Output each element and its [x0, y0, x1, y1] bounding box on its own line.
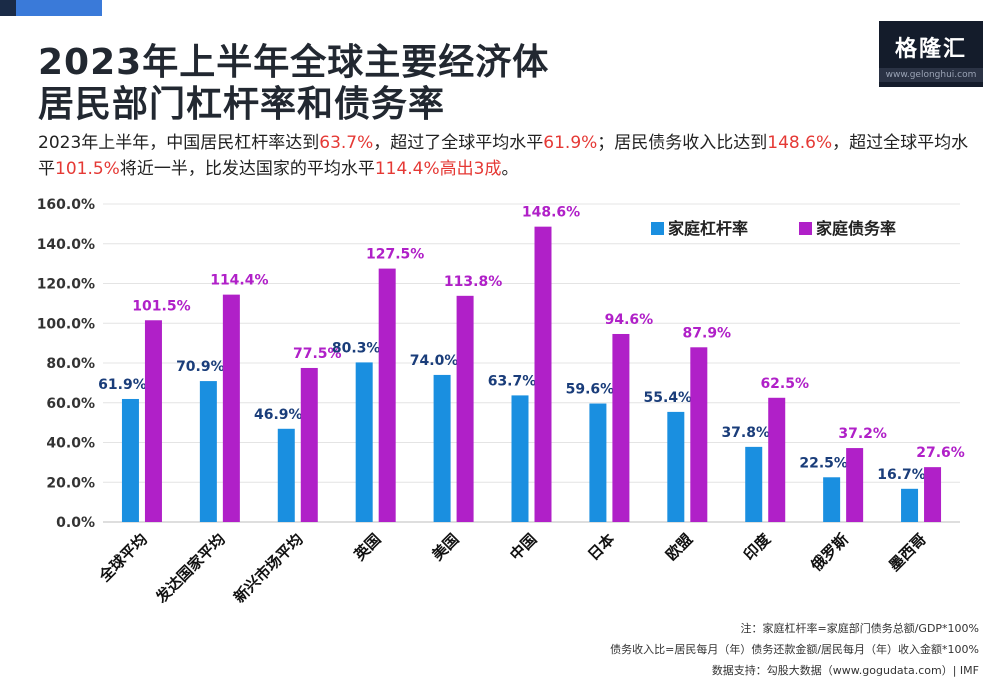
data-label: 16.7%: [877, 467, 926, 483]
legend-swatch: [799, 222, 812, 235]
page-title-line2: 居民部门杠杆率和债务率: [38, 84, 446, 125]
data-label: 87.9%: [683, 325, 732, 341]
bar-leverage: [433, 374, 451, 522]
bar-debt: [456, 295, 474, 522]
note-line-3: 数据支持：勾股大数据（www.gogudata.com）| IMF: [711, 664, 979, 677]
summary-highlight: 63.7%: [319, 133, 374, 153]
bar-debt: [690, 347, 708, 522]
x-tick-label: 英国: [351, 530, 385, 564]
data-label: 55.4%: [644, 390, 693, 406]
bar-debt: [222, 294, 240, 522]
y-tick-label: 100.0%: [37, 316, 95, 332]
bar-leverage: [589, 403, 607, 522]
summary-part: ，超过全球平均水平: [38, 133, 969, 179]
y-tick-label: 140.0%: [37, 237, 95, 253]
data-label: 37.2%: [838, 426, 887, 442]
logo-url: www.gelonghui.com: [879, 68, 983, 82]
bar-debt: [768, 397, 786, 522]
data-label: 37.8%: [721, 425, 770, 441]
data-label: 63.7%: [488, 373, 537, 389]
top-accent-bar: [16, 0, 102, 16]
data-label: 22.5%: [799, 455, 848, 471]
data-label: 62.5%: [760, 376, 809, 392]
data-label: 94.6%: [605, 312, 654, 328]
logo-name: 格隆汇: [894, 37, 967, 62]
bar-debt: [612, 333, 630, 522]
summary-part: 2023年上半年，中国居民杠杆率达到: [38, 133, 320, 153]
x-tick-label: 中国: [506, 530, 540, 564]
bar-debt: [378, 268, 396, 522]
bar-leverage: [511, 395, 529, 522]
x-tick-label: 全球平均: [95, 530, 151, 586]
corner-accent: [0, 0, 16, 16]
bar-debt: [300, 367, 318, 522]
x-tick-label: 墨西哥: [885, 530, 930, 575]
data-label: 80.3%: [332, 340, 381, 356]
y-tick-label: 60.0%: [46, 396, 95, 412]
summary-part: 。: [501, 159, 519, 179]
bar-leverage: [745, 446, 763, 522]
y-tick-label: 120.0%: [37, 277, 95, 293]
x-tick-label: 日本: [584, 530, 618, 564]
note-line-2: 债务收入比=居民每月（年）债务还款金额/居民每月（年）收入金额*100%: [610, 643, 979, 656]
page-title: 2023年上半年全球主要经济体: [38, 42, 550, 83]
summary-highlight: 148.6%: [767, 133, 833, 153]
bar-leverage: [901, 488, 919, 522]
bar-leverage: [277, 428, 295, 522]
bar-leverage: [667, 411, 685, 522]
data-label: 46.9%: [254, 407, 303, 423]
data-label: 77.5%: [293, 346, 342, 362]
data-label: 70.9%: [176, 359, 225, 375]
x-tick-label: 印度: [740, 529, 775, 564]
data-label: 59.6%: [566, 382, 615, 398]
summary-highlight: 114.4%高出3成: [374, 159, 502, 179]
y-tick-label: 80.0%: [46, 356, 95, 372]
bar-debt: [534, 226, 552, 522]
summary-highlight: 101.5%: [55, 159, 120, 179]
summary-part: ；居民债务收入比达到: [597, 133, 768, 153]
legend-label: 家庭杠杆率: [668, 219, 748, 238]
x-tick-label: 发达国家平均: [152, 530, 229, 607]
y-tick-label: 0.0%: [56, 515, 95, 531]
data-label: 127.5%: [366, 247, 424, 263]
bar-leverage: [121, 398, 139, 522]
y-tick-label: 40.0%: [46, 436, 95, 452]
y-tick-label: 160.0%: [37, 197, 95, 213]
note-line-1: 注：家庭杠杆率=家庭部门债务总额/GDP*100%: [740, 622, 980, 635]
summary-part: 将近一半，比发达国家的平均水平: [119, 159, 375, 179]
summary-text: 2023年上半年，中国居民杠杆率达到63.7%，超过了全球平均水平61.9%；居…: [38, 130, 978, 182]
data-label: 74.0%: [410, 353, 459, 369]
y-tick-label: 20.0%: [46, 475, 95, 491]
bar-debt: [144, 320, 162, 522]
summary-highlight: 61.9%: [543, 133, 598, 153]
data-label: 114.4%: [210, 273, 268, 289]
bar-leverage: [823, 477, 841, 522]
bar-leverage: [355, 362, 373, 522]
data-label: 113.8%: [444, 274, 502, 290]
x-tick-label: 欧盟: [662, 530, 696, 564]
x-tick-label: 美国: [428, 530, 462, 564]
x-tick-label: 俄罗斯: [807, 530, 852, 575]
legend-label: 家庭债务率: [816, 219, 896, 238]
bar-debt: [846, 448, 864, 522]
summary-part: ，超过了全球平均水平: [373, 133, 544, 153]
x-tick-label: 新兴市场平均: [230, 530, 306, 606]
bar-leverage: [199, 381, 217, 522]
legend-swatch: [651, 222, 664, 235]
data-label: 101.5%: [132, 298, 190, 314]
data-label: 27.6%: [916, 445, 965, 461]
data-label: 61.9%: [98, 377, 147, 393]
data-label: 148.6%: [522, 205, 580, 221]
brand-logo: 格隆汇 www.gelonghui.com: [879, 21, 983, 87]
bar-debt: [924, 467, 942, 522]
